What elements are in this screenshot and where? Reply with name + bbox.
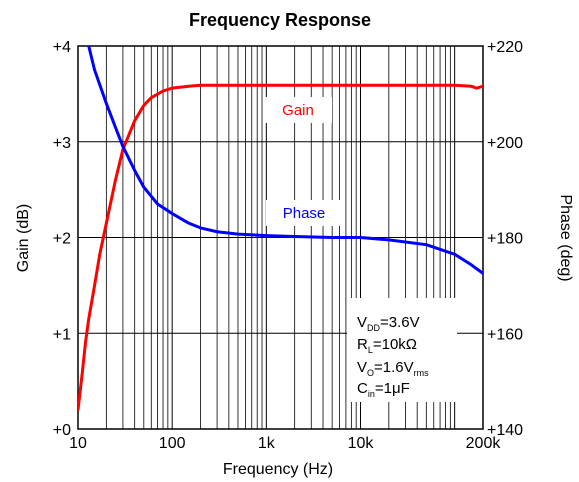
left-y-tick-label: +3 [53,135,71,152]
gain-annotation-label: Gain [282,102,314,119]
conditions-box: VDD=3.6V RL=10kΩ VO=1.6Vrms Cin=1μF [347,298,457,402]
x-axis-label: Frequency (Hz) [223,461,333,478]
right-y-tick-label: +200 [487,135,523,152]
plot-frame [77,45,484,430]
gain-series-line [78,83,483,412]
x-tick-label: 200k [466,435,502,452]
x-tick-label: 10 [69,435,87,452]
left-y-tick-label: +2 [53,231,71,248]
right-y-axis-label: Phase (deg) [557,194,574,281]
left-y-tick-label: +1 [53,326,71,343]
phase-series-line [86,46,483,275]
gain-annotation: Gain [264,97,332,123]
left-y-axis-label: Gain (dB) [15,204,32,272]
right-y-tick-labels: +140 +160 +180 +200 +220 [487,39,523,439]
condition-cin: Cin=1μF [357,380,410,399]
x-tick-label: 100 [159,435,186,452]
x-tick-labels: 10 100 1k 10k 200k [69,435,501,452]
series-layer [78,46,483,412]
right-y-tick-label: +220 [487,39,523,56]
x-tick-label: 1k [258,435,276,452]
condition-vdd: VDD=3.6V [357,314,420,333]
conditions-box-background [347,298,457,402]
chart-title: Frequency Response [189,10,371,30]
left-y-tick-label: +0 [53,422,71,439]
x-tick-label: 10k [348,435,375,452]
right-y-tick-label: +160 [487,326,523,343]
left-y-tick-labels: +0 +1 +2 +3 +4 [53,39,71,439]
right-y-tick-label: +140 [487,422,523,439]
left-y-tick-label: +4 [53,39,71,56]
phase-annotation-label: Phase [283,205,326,222]
condition-rl: RL=10kΩ [357,336,417,355]
right-y-tick-label: +180 [487,231,523,248]
phase-annotation: Phase [266,200,344,226]
condition-vo: VO=1.6Vrms [357,359,429,378]
